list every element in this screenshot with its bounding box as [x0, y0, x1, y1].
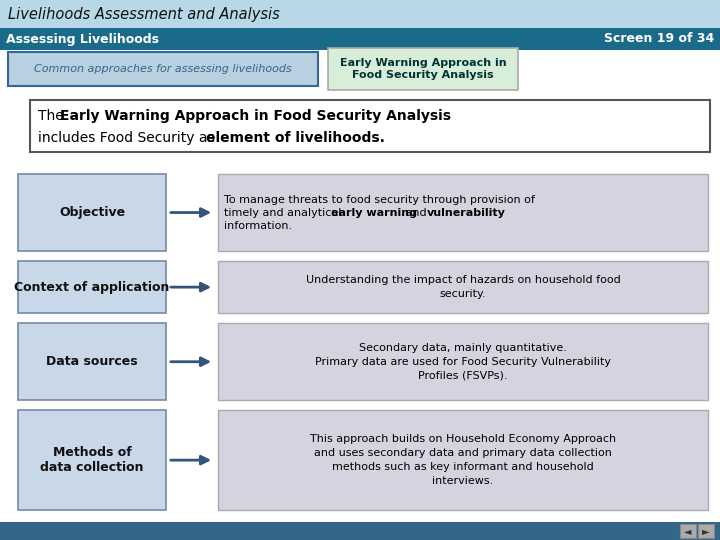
Text: To manage threats to food security through provision of: To manage threats to food security throu… [224, 194, 535, 205]
Text: The: The [38, 109, 68, 123]
Text: Secondary data, mainly quantitative.
Primary data are used for Food Security Vul: Secondary data, mainly quantitative. Pri… [315, 343, 611, 381]
FancyBboxPatch shape [218, 323, 708, 400]
FancyBboxPatch shape [218, 410, 708, 510]
FancyBboxPatch shape [0, 28, 720, 50]
Text: Screen 19 of 34: Screen 19 of 34 [604, 32, 714, 45]
Text: Common approaches for assessing livelihoods: Common approaches for assessing liveliho… [34, 64, 292, 74]
FancyBboxPatch shape [8, 52, 318, 86]
Text: early warning: early warning [330, 207, 417, 218]
Text: Early Warning Approach in Food Security Analysis: Early Warning Approach in Food Security … [60, 109, 451, 123]
Text: vulnerability: vulnerability [426, 207, 505, 218]
FancyBboxPatch shape [18, 323, 166, 400]
Text: Assessing Livelihoods: Assessing Livelihoods [6, 32, 159, 45]
Text: information.: information. [224, 220, 292, 231]
FancyBboxPatch shape [328, 48, 518, 90]
Text: ►: ► [702, 526, 710, 536]
Text: This approach builds on Household Economy Approach
and uses secondary data and p: This approach builds on Household Econom… [310, 434, 616, 486]
Text: Data sources: Data sources [46, 355, 138, 368]
FancyBboxPatch shape [18, 410, 166, 510]
Text: and: and [402, 207, 431, 218]
FancyBboxPatch shape [18, 174, 166, 251]
Text: Context of application: Context of application [14, 281, 170, 294]
FancyBboxPatch shape [218, 261, 708, 313]
FancyBboxPatch shape [218, 174, 708, 251]
Text: Objective: Objective [59, 206, 125, 219]
FancyBboxPatch shape [0, 522, 720, 540]
Text: timely and analytical: timely and analytical [224, 207, 345, 218]
Text: Understanding the impact of hazards on household food
security.: Understanding the impact of hazards on h… [305, 275, 621, 299]
Text: element of livelihoods.: element of livelihoods. [206, 131, 385, 145]
Text: includes Food Security as: includes Food Security as [38, 131, 219, 145]
FancyBboxPatch shape [0, 0, 720, 28]
Text: Methods of
data collection: Methods of data collection [40, 446, 144, 474]
FancyBboxPatch shape [680, 524, 696, 538]
FancyBboxPatch shape [30, 100, 710, 152]
Text: Livelihoods Assessment and Analysis: Livelihoods Assessment and Analysis [8, 6, 280, 22]
FancyBboxPatch shape [698, 524, 714, 538]
Text: ◄: ◄ [684, 526, 692, 536]
FancyBboxPatch shape [18, 261, 166, 313]
Text: Early Warning Approach in
Food Security Analysis: Early Warning Approach in Food Security … [340, 58, 506, 80]
